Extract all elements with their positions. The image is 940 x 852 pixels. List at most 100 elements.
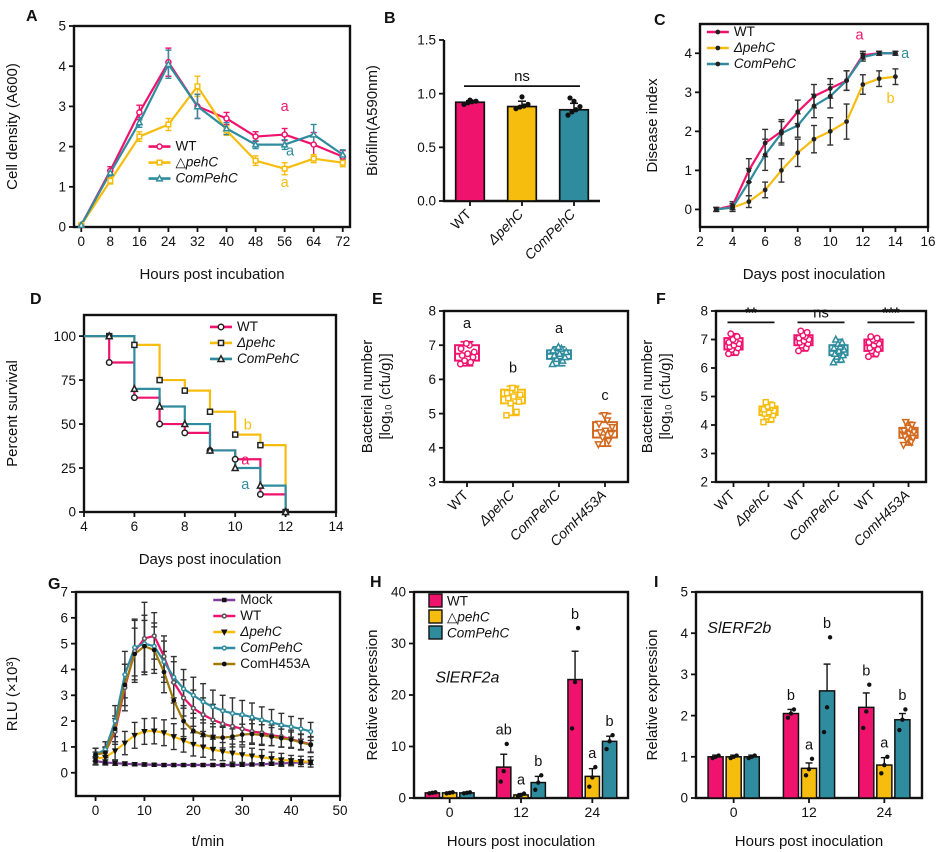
svg-text:4: 4 xyxy=(700,418,708,433)
svg-text:b: b xyxy=(509,361,517,377)
svg-text:a: a xyxy=(241,477,250,493)
svg-text:4: 4 xyxy=(428,441,436,456)
svg-text:a: a xyxy=(555,321,564,337)
svg-text:0: 0 xyxy=(68,505,76,520)
svg-text:0: 0 xyxy=(684,202,692,217)
svg-text:ComPehC: ComPehC xyxy=(447,625,510,640)
svg-text:Biofilm(A590nm): Biofilm(A590nm) xyxy=(364,65,381,176)
svg-text:a: a xyxy=(588,746,597,762)
svg-text:WT: WT xyxy=(237,319,258,334)
panel-letter-h: H xyxy=(370,574,382,591)
svg-text:50: 50 xyxy=(61,417,76,432)
panel-a: A 0 1 2 3 4 5 0 8 16 24 32 40 48 56 64 72 Hours post inc… xyxy=(0,0,360,285)
panel-letter-g: G xyxy=(48,576,61,593)
svg-text:2: 2 xyxy=(680,708,688,723)
svg-text:0: 0 xyxy=(58,220,66,235)
svg-text:Hours post incubation: Hours post incubation xyxy=(139,266,284,283)
panel-f: F 2 3 4 5 6 7 8 WT ΔpehC WT ComPehC WT ComH453A Bacte… xyxy=(640,285,940,570)
svg-text:7: 7 xyxy=(60,585,68,600)
svg-text:**: ** xyxy=(745,304,757,321)
svg-text:a: a xyxy=(880,736,889,752)
svg-text:WT: WT xyxy=(444,486,471,513)
svg-text:1.5: 1.5 xyxy=(417,33,436,48)
svg-text:50: 50 xyxy=(332,803,347,818)
svg-text:0: 0 xyxy=(398,791,406,806)
svg-text:ComPehC: ComPehC xyxy=(734,56,797,71)
svg-text:10: 10 xyxy=(391,739,406,754)
svg-text:6: 6 xyxy=(60,611,68,626)
svg-text:Percent survival: Percent survival xyxy=(4,360,21,467)
svg-text:8: 8 xyxy=(794,234,802,249)
svg-text:b: b xyxy=(571,607,579,623)
svg-text:b: b xyxy=(534,754,542,770)
svg-text:3: 3 xyxy=(680,667,688,682)
svg-text:Hours post inoculation: Hours post inoculation xyxy=(735,833,883,850)
panel-e: E 3 4 5 6 7 8 WT ΔpehC ComPehC ComH453A Bacterial … xyxy=(360,285,640,570)
svg-text:12: 12 xyxy=(801,804,817,820)
svg-text:4: 4 xyxy=(684,46,692,61)
svg-text:24: 24 xyxy=(161,234,177,249)
svg-text:ComPehC: ComPehC xyxy=(176,171,239,186)
svg-text:5: 5 xyxy=(700,389,708,404)
svg-text:2: 2 xyxy=(60,714,68,729)
svg-text:0.0: 0.0 xyxy=(417,194,436,209)
svg-text:4: 4 xyxy=(729,234,737,249)
svg-text:a: a xyxy=(281,99,290,115)
panel-letter-c: C xyxy=(654,12,666,29)
panel-d: D 0 25 50 75 100 4 6 8 10 12 14 Days post inoculati… xyxy=(0,285,360,570)
svg-text:3: 3 xyxy=(700,446,708,461)
svg-text:8: 8 xyxy=(181,519,189,534)
svg-text:ab: ab xyxy=(496,723,512,739)
svg-text:b: b xyxy=(887,91,895,107)
panel-c: C 0 1 2 3 4 2 4 6 8 10 12 14 16 Days post inoculation… xyxy=(640,0,940,285)
svg-text:Bacterial number: Bacterial number xyxy=(360,340,376,453)
svg-text:Days post inoculation: Days post inoculation xyxy=(139,551,282,568)
svg-text:WT: WT xyxy=(781,486,808,513)
svg-text:1: 1 xyxy=(60,740,68,755)
svg-text:14: 14 xyxy=(328,519,344,534)
svg-text:ComPehC: ComPehC xyxy=(240,640,303,655)
svg-text:6: 6 xyxy=(131,519,139,534)
svg-text:b: b xyxy=(823,616,831,632)
svg-text:b: b xyxy=(862,663,870,679)
svg-text:b: b xyxy=(244,417,252,433)
svg-text:ns: ns xyxy=(514,68,530,85)
svg-text:8: 8 xyxy=(107,234,115,249)
svg-text:40: 40 xyxy=(219,234,234,249)
svg-text:[log₁₀ (cfu/g)]: [log₁₀ (cfu/g)] xyxy=(377,353,394,439)
svg-text:4: 4 xyxy=(58,59,66,74)
panel-letter-i: I xyxy=(654,574,659,591)
svg-text:20: 20 xyxy=(186,803,201,818)
svg-text:16: 16 xyxy=(132,234,147,249)
svg-text:ΔpehC: ΔpehC xyxy=(475,486,518,529)
svg-text:4: 4 xyxy=(80,519,88,534)
svg-text:RLU (×10³): RLU (×10³) xyxy=(4,657,21,732)
panel-letter-f: F xyxy=(656,291,666,308)
svg-text:b: b xyxy=(606,714,614,730)
svg-text:b: b xyxy=(787,688,795,704)
chart-slerf2a-expression: 0 10 20 30 40 0 12 24 Hours post inoculation Rela… xyxy=(364,585,630,850)
svg-text:a: a xyxy=(901,46,910,62)
svg-text:WT: WT xyxy=(176,139,197,154)
svg-text:100: 100 xyxy=(53,329,76,344)
chart-rlu-kinetics: 0 1 2 3 4 5 6 7 0 10 20 30 40 50 t/min RLU (×10³) MockWT… xyxy=(4,585,348,850)
svg-text:b: b xyxy=(898,688,906,704)
svg-text:WT: WT xyxy=(711,486,738,513)
svg-text:12: 12 xyxy=(278,519,293,534)
svg-text:a: a xyxy=(463,316,472,332)
svg-text:SlERF2b: SlERF2b xyxy=(707,620,771,637)
svg-text:[log₁₀ (cfu/g)]: [log₁₀ (cfu/g)] xyxy=(657,353,674,439)
svg-text:24: 24 xyxy=(877,804,893,820)
svg-text:2: 2 xyxy=(684,124,692,139)
svg-text:△pehC: △pehC xyxy=(447,609,490,624)
svg-text:ComPehC: ComPehC xyxy=(237,351,300,366)
svg-text:a: a xyxy=(281,175,290,191)
svg-text:Bacterial number: Bacterial number xyxy=(640,340,656,453)
svg-text:40: 40 xyxy=(284,803,299,818)
svg-text:20: 20 xyxy=(391,688,406,703)
panel-b: B 0.0 0.5 1.0 1.5 WT ΔpehC ComPehC Biofilm(A590… xyxy=(360,0,640,285)
